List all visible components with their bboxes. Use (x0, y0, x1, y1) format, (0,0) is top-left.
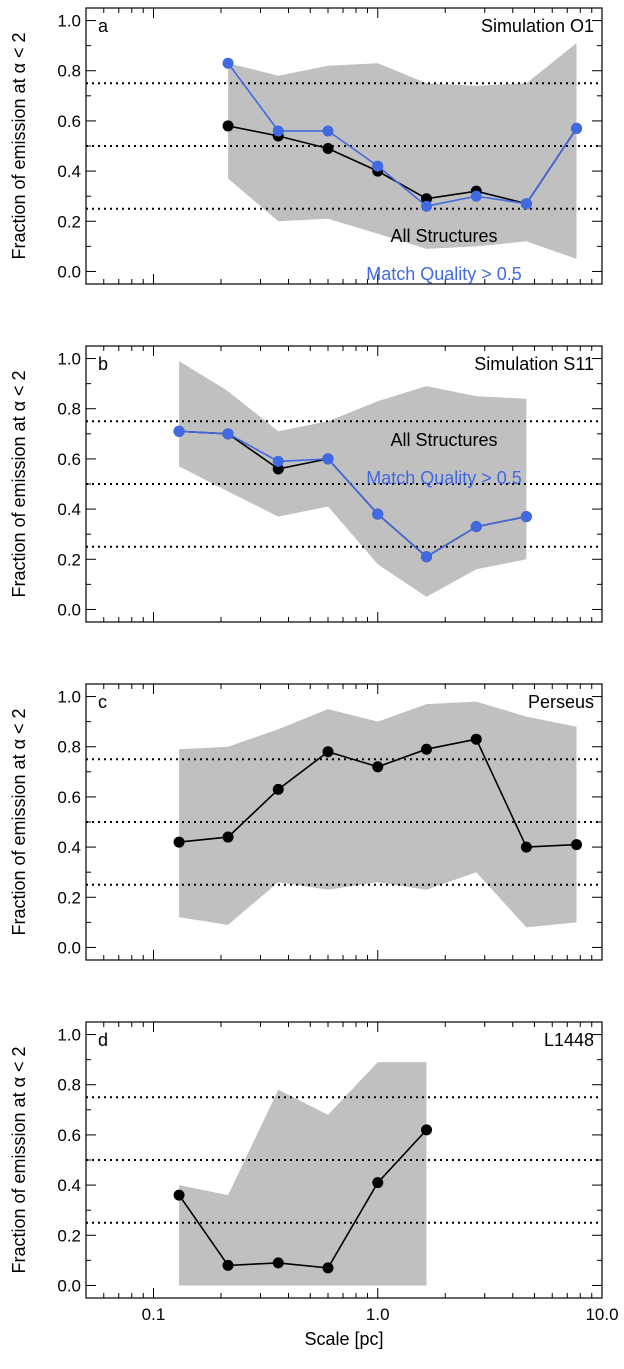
y-axis-label: Fraction of emission at α < 2 (9, 1046, 29, 1273)
y-axis-label: Fraction of emission at α < 2 (9, 32, 29, 259)
y-tick-label: 0.4 (57, 500, 81, 519)
y-tick-label: 0.0 (57, 938, 81, 957)
y-tick-label: 0.8 (57, 738, 81, 757)
y-tick-label: 0.8 (57, 400, 81, 419)
y-tick-label: 0.8 (57, 1076, 81, 1095)
data-point-all (421, 743, 433, 755)
y-tick-label: 0.6 (57, 450, 81, 469)
data-point-all (322, 746, 334, 758)
panel-a: 0.0 0.2 0.4 0.6 0.8 1.0 a Simulation O1 All Stru… (9, 7, 603, 285)
y-tick-label: 1.0 (57, 12, 81, 31)
data-point-match (421, 200, 433, 212)
data-point-match (173, 425, 185, 437)
y-tick-label: 0.0 (57, 1276, 81, 1295)
legend-label-all: All Structures (390, 430, 497, 450)
y-tick-label: 0.6 (57, 788, 81, 807)
range-band (228, 43, 577, 259)
data-point-all (571, 839, 583, 851)
y-tick-label: 0.4 (57, 838, 81, 857)
y-axis-label: Fraction of emission at α < 2 (9, 370, 29, 597)
data-point-match (372, 160, 384, 172)
y-tick-label: 0.2 (57, 212, 81, 231)
panel-title: Perseus (528, 692, 594, 712)
data-point-all (470, 733, 482, 745)
range-band (179, 1062, 427, 1286)
data-point-match (470, 190, 482, 202)
y-tick-label: 0.2 (57, 1226, 81, 1245)
panel-c: 0.0 0.2 0.4 0.6 0.8 1.0 c Perseus Fraction of em… (9, 683, 603, 961)
data-point-all (421, 1124, 433, 1136)
panel-title: Simulation S11 (474, 354, 594, 374)
y-tick-label: 0.2 (57, 550, 81, 569)
panel-label: b (98, 354, 108, 374)
panel-label: d (98, 1030, 108, 1050)
data-point-all (372, 761, 384, 773)
y-tick-label: 0.6 (57, 112, 81, 131)
range-band (179, 361, 527, 597)
data-point-all (222, 1259, 234, 1271)
series-line-match (227, 62, 578, 208)
y-tick-label: 0.2 (57, 888, 81, 907)
panel-title: Simulation O1 (481, 16, 594, 36)
data-point-all (322, 1262, 334, 1274)
legend-label-all: All Structures (390, 226, 497, 246)
x-tick-label: 0.1 (142, 1305, 166, 1324)
data-point-all (173, 1189, 185, 1201)
panel-label: c (98, 692, 107, 712)
panel-d: 0.0 0.2 0.4 0.6 0.8 1.0 0.1 1.0 10.0 d L1448 Fracti… (9, 1021, 619, 1349)
data-point-match (322, 125, 334, 137)
data-point-all (272, 783, 284, 795)
data-point-all (272, 463, 284, 475)
y-tick-label: 0.4 (57, 1176, 81, 1195)
x-tick-label: 1.0 (366, 1305, 390, 1324)
series-line-all (178, 1129, 428, 1269)
y-tick-label: 0.6 (57, 1126, 81, 1145)
data-point-match (470, 521, 482, 533)
data-point-all (222, 120, 234, 132)
y-tick-label: 0.4 (57, 162, 81, 181)
data-point-all (173, 836, 185, 848)
data-point-match (272, 455, 284, 467)
series-line-all (227, 125, 578, 205)
panel-title: L1448 (544, 1030, 594, 1050)
data-point-match (322, 453, 334, 465)
x-axis-label: Scale [pc] (304, 1329, 383, 1349)
y-tick-label: 0.8 (57, 62, 81, 81)
series-line-match (179, 430, 527, 558)
data-point-match (571, 122, 583, 134)
data-point-all (322, 143, 334, 155)
legend-label-match: Match Quality > 0.5 (366, 468, 522, 488)
data-point-match (520, 198, 532, 210)
panel-b: 0.0 0.2 0.4 0.6 0.8 1.0 b Simulation S11 All Str… (9, 345, 603, 623)
y-tick-label: 1.0 (57, 350, 81, 369)
data-point-all (272, 1257, 284, 1269)
range-band (179, 701, 577, 928)
data-point-match (222, 428, 234, 440)
y-tick-label: 0.0 (57, 600, 81, 619)
data-point-match (372, 508, 384, 520)
data-point-match (421, 551, 433, 563)
y-tick-label: 0.0 (57, 262, 81, 281)
data-point-all (520, 841, 532, 853)
y-axis-label: Fraction of emission at α < 2 (9, 708, 29, 935)
legend-label-match: Match Quality > 0.5 (366, 264, 522, 284)
data-point-match (520, 511, 532, 523)
data-point-all (372, 1177, 384, 1189)
data-point-all (222, 831, 234, 843)
panel-label: a (98, 16, 109, 36)
y-tick-label: 1.0 (57, 688, 81, 707)
x-tick-label: 10.0 (585, 1305, 618, 1324)
data-point-match (222, 57, 234, 69)
data-point-all (421, 193, 433, 205)
y-tick-label: 1.0 (57, 1026, 81, 1045)
data-point-match (272, 125, 284, 137)
